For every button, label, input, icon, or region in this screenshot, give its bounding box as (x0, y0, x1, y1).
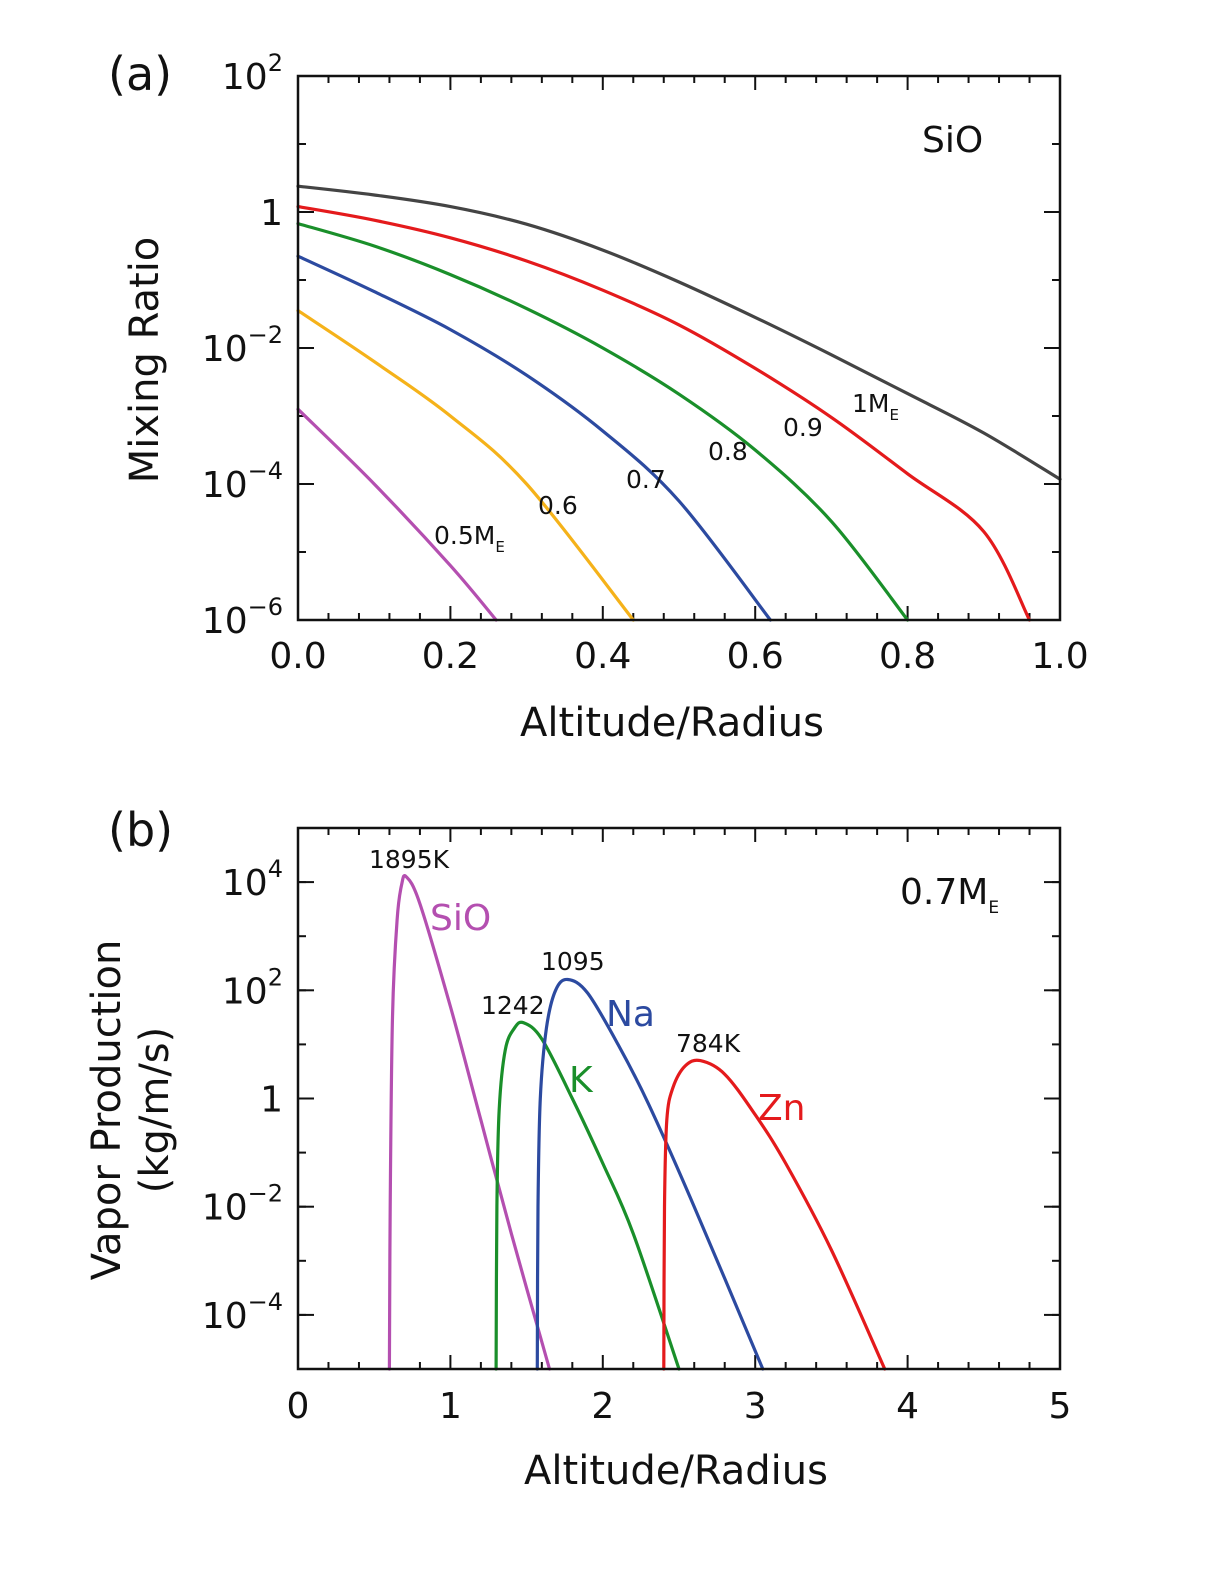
peak-label-sio: 1895K (369, 845, 450, 874)
y-tick-label: 10−4 (202, 1288, 283, 1337)
panel-a-species-annotation: SiO (922, 120, 983, 161)
species-label-k: K (569, 1060, 594, 1101)
x-tick-label: 5 (1049, 1386, 1072, 1427)
y-tick-label: 102 (222, 963, 283, 1012)
panel-a: (a) 0.0 0.2 0.4 0.6 0.8 1.0 102110−210−410−6 … (108, 47, 1089, 746)
x-tick-label: 0.4 (574, 636, 631, 677)
y-tick-label: 10−6 (202, 593, 283, 642)
series-line-sio (387, 874, 552, 1371)
y-tick-label: 102 (222, 49, 283, 98)
curve-label-0.5me: 0.5ME (434, 521, 505, 556)
y-tick-label: 10−2 (202, 321, 283, 370)
curve-label-0.6: 0.6 (538, 491, 578, 520)
x-tick-label: 0.2 (422, 636, 479, 677)
x-tick-label: 0.0 (269, 636, 326, 677)
panel-b-x-axis-title: Altitude/Radius (524, 1448, 828, 1494)
peak-label-na: 1095 (541, 947, 605, 976)
panel-b-label: (b) (108, 803, 173, 857)
panel-a-x-axis-title: Altitude/Radius (520, 700, 824, 746)
panel-a-frame (296, 74, 1062, 622)
series-line-0.6 (296, 309, 635, 622)
species-label-na: Na (606, 994, 655, 1035)
y-tick-label: 104 (222, 855, 283, 904)
x-tick-label: 2 (591, 1386, 614, 1427)
y-tick-label: 1 (260, 193, 283, 234)
series-line-zn (662, 1058, 887, 1371)
panel-a-label: (a) (108, 47, 172, 101)
curve-label-0.7: 0.7 (626, 465, 666, 494)
series-line-1me (296, 184, 1062, 481)
y-tick-label: 10−2 (202, 1180, 283, 1229)
panel-a-x-tick-labels: 0.0 0.2 0.4 0.6 0.8 1.0 (269, 636, 1088, 677)
series-line-0.9 (296, 205, 1032, 622)
x-tick-label: 4 (896, 1386, 919, 1427)
panel-b-y-axis-title-line2: (kg/m/s) (132, 1027, 178, 1194)
panel-b-y-tick-labels: 104 102 1 10−2 10−4 (202, 855, 283, 1337)
x-tick-label: 0.6 (727, 636, 784, 677)
x-tick-label: 0.8 (879, 636, 936, 677)
curve-label-0.8: 0.8 (708, 437, 748, 466)
panel-a-y-tick-labels: 102 1 10−2 10−4 10−6 (202, 49, 283, 642)
peak-label-zn: 784K (676, 1029, 741, 1058)
series-line-0.8 (296, 222, 910, 622)
x-tick-label: 1.0 (1031, 636, 1088, 677)
series-line-k (494, 1020, 681, 1371)
species-label-sio: SiO (430, 898, 491, 939)
panel-b: (b) 0 1 2 3 4 5 104 102 1 10−2 10−4 Altitude/Radi… (84, 803, 1071, 1494)
curve-label-1me: 1ME (852, 389, 899, 424)
x-tick-label: 1 (439, 1386, 462, 1427)
panel-a-y-axis-title: Mixing Ratio (122, 237, 168, 484)
panel-b-frame (296, 826, 1062, 1371)
series-line-0.5me (296, 407, 498, 622)
peak-label-k: 1242 (481, 991, 545, 1020)
curve-label-0.9: 0.9 (783, 413, 823, 442)
panel-b-x-tick-labels: 0 1 2 3 4 5 (287, 1386, 1072, 1427)
panel-a-curves (296, 184, 1062, 622)
species-label-zn: Zn (758, 1088, 805, 1129)
y-tick-label: 10−4 (202, 457, 283, 506)
series-line-0.7 (296, 254, 772, 622)
x-tick-label: 0 (287, 1386, 310, 1427)
panel-b-y-axis-title-line1: Vapor Production (84, 940, 130, 1281)
panel-b-curves (387, 874, 887, 1371)
panel-b-mass-annotation: 0.7ME (900, 872, 999, 918)
x-tick-label: 3 (744, 1386, 767, 1427)
series-line-na (535, 977, 765, 1371)
y-tick-label: 1 (260, 1080, 283, 1121)
